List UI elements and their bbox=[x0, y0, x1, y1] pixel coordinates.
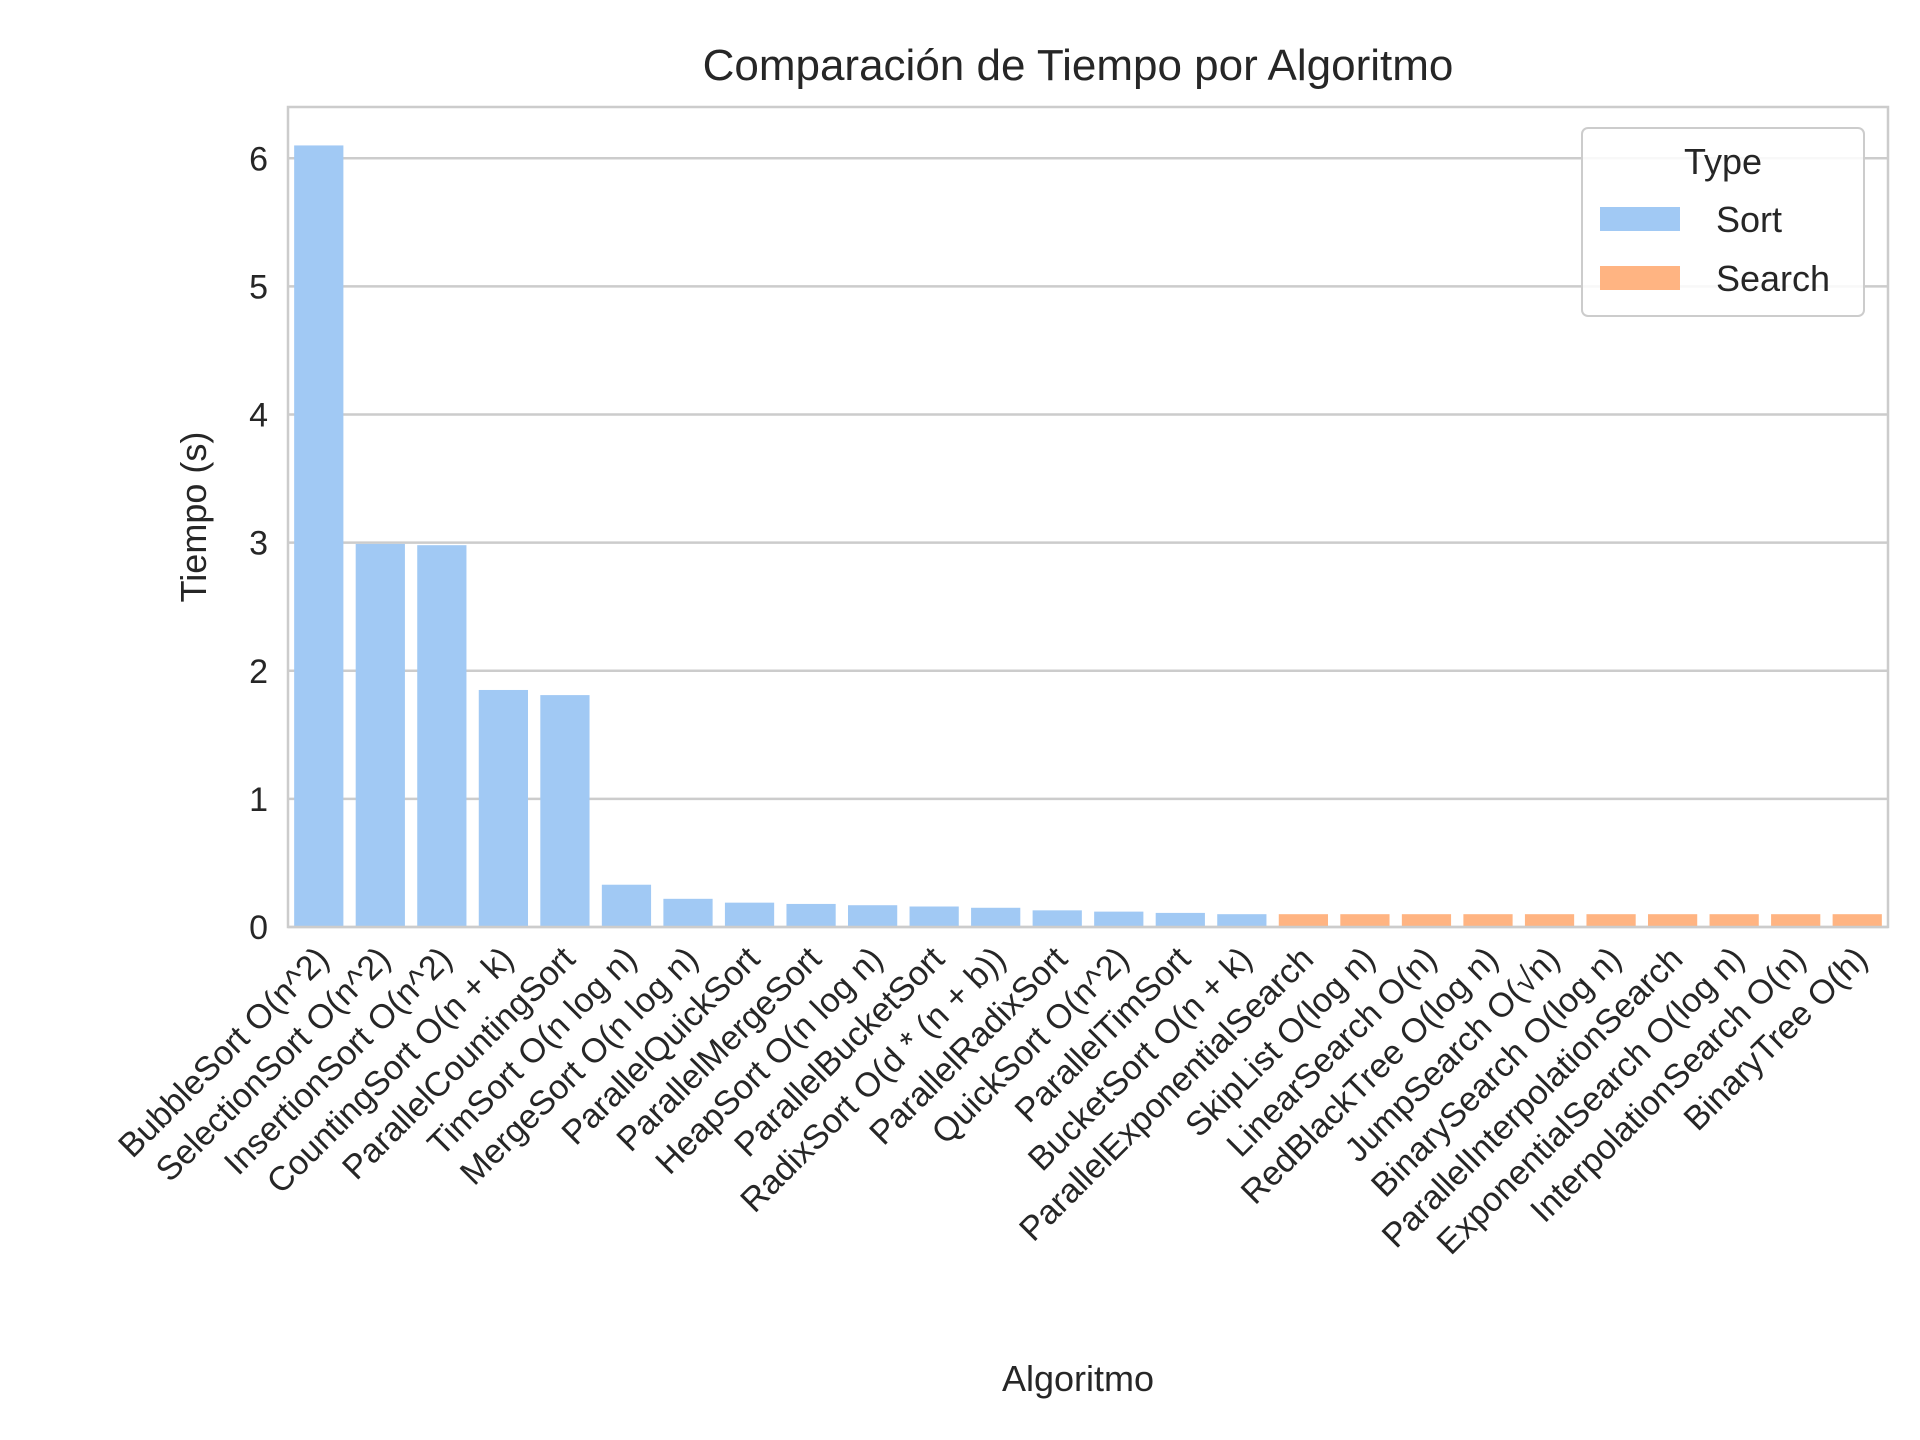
bar-sort bbox=[1217, 914, 1267, 927]
legend-label-search: Search bbox=[1716, 258, 1830, 299]
bar-sort bbox=[1094, 911, 1144, 927]
bar-sort bbox=[848, 905, 898, 927]
legend-swatch-sort bbox=[1600, 207, 1680, 231]
bar-sort bbox=[909, 906, 959, 927]
y-axis: 0 1 2 3 4 5 6 bbox=[249, 140, 268, 947]
bar-sort bbox=[663, 898, 713, 927]
y-axis-label: Tiempo (s) bbox=[173, 432, 214, 603]
bar-sort bbox=[478, 689, 528, 927]
bar-sort bbox=[417, 545, 467, 927]
legend-swatch-search bbox=[1600, 266, 1680, 290]
y-tick-label: 4 bbox=[249, 397, 268, 435]
bar-search bbox=[1463, 914, 1513, 927]
x-axis-label: Algoritmo bbox=[1002, 1358, 1154, 1399]
bar-sort bbox=[786, 903, 836, 927]
bar-search bbox=[1278, 914, 1328, 927]
bar-sort bbox=[355, 543, 405, 927]
bar-search bbox=[1709, 914, 1759, 927]
y-tick-label: 0 bbox=[249, 909, 268, 947]
y-tick-label: 6 bbox=[249, 140, 268, 178]
bar-sort bbox=[724, 902, 775, 927]
y-tick-label: 3 bbox=[249, 525, 268, 563]
bar-search bbox=[1586, 914, 1636, 927]
legend: Type Sort Search bbox=[1581, 127, 1865, 317]
bar-sort bbox=[971, 907, 1021, 927]
bar-search bbox=[1832, 914, 1882, 927]
bar-search bbox=[1401, 914, 1452, 927]
bar-search bbox=[1524, 914, 1575, 927]
y-tick-label: 1 bbox=[249, 781, 268, 819]
legend-title: Type bbox=[1684, 141, 1762, 182]
plot-frame bbox=[286, 105, 1890, 929]
legend-label-sort: Sort bbox=[1716, 199, 1782, 240]
bar-search bbox=[1340, 914, 1390, 927]
bar-sort bbox=[540, 695, 590, 927]
y-tick-label: 5 bbox=[249, 268, 268, 306]
bar-search bbox=[1648, 914, 1698, 927]
bar-sort bbox=[601, 884, 652, 927]
bars bbox=[294, 145, 1882, 927]
x-axis: BubbleSort O(n^2)SelectionSort O(n^2)Ins… bbox=[111, 939, 1875, 1262]
y-tick-label: 2 bbox=[249, 653, 268, 691]
chart-title: Comparación de Tiempo por Algoritmo bbox=[703, 41, 1454, 90]
bar-sort bbox=[1155, 912, 1205, 927]
bar-sort bbox=[294, 145, 344, 927]
bar-search bbox=[1771, 914, 1821, 927]
bar-sort bbox=[1032, 910, 1082, 927]
